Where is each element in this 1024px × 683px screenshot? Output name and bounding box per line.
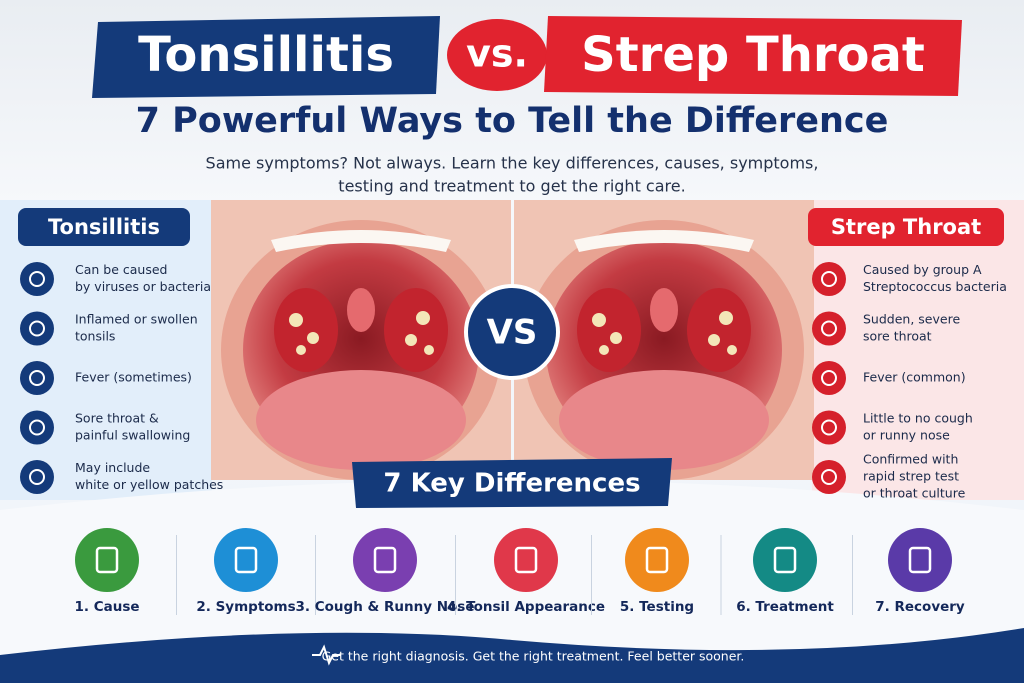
left-title-pill [18, 208, 190, 246]
right-title: Strep Throat [831, 215, 981, 239]
step-label: 7. Recovery [875, 599, 965, 615]
item-icon [812, 262, 846, 296]
title-right-box [544, 16, 962, 96]
item-glyph [821, 419, 837, 436]
item-text: painful swallowing [75, 428, 190, 443]
step-label: 4. Tonsil Appearance [447, 599, 605, 615]
item-text: Inflamed or swollen [75, 312, 198, 327]
title-vs: vs. [466, 32, 528, 76]
step-glyph [95, 546, 119, 574]
item-icon [20, 460, 54, 494]
step-label: 6. Treatment [736, 599, 834, 615]
item-glyph [29, 271, 45, 287]
dynamic-layer: Can be caused by viruses or bacteria Infla… [20, 262, 1007, 615]
item-glyph [29, 370, 45, 386]
step-icon [494, 528, 558, 592]
step-icon [625, 528, 689, 592]
step-glyph [773, 546, 797, 574]
vs-text: VS [487, 313, 538, 353]
item-text: tonsils [75, 329, 115, 344]
step-icon [888, 528, 952, 592]
title-vs-badge [447, 19, 547, 91]
title-left-box [92, 16, 440, 98]
item-text: or throat culture [863, 486, 966, 501]
left-title: Tonsillitis [48, 215, 160, 239]
item-icon [20, 361, 54, 395]
right-title-pill [808, 208, 1004, 246]
item-text: or runny nose [863, 428, 950, 443]
item-glyph [29, 320, 45, 337]
intro-line: Same symptoms? Not always. Learn the key… [206, 154, 819, 173]
step-glyph [234, 546, 258, 574]
item-text: by viruses or bacteria [75, 279, 211, 294]
item-text: Sudden, severe [863, 312, 960, 327]
item-text: Can be caused [75, 262, 167, 277]
vs-circle [464, 284, 560, 380]
item-glyph [29, 469, 45, 485]
step-icon [214, 528, 278, 592]
item-text: Streptococcus bacteria [863, 279, 1007, 294]
subtitle: 7 Powerful Ways to Tell the Difference [136, 101, 889, 141]
step-glyph [373, 546, 397, 574]
right-panel [812, 200, 1024, 500]
item-text: rapid strep test [863, 469, 959, 484]
step-label: 3. Cough & Runny Nose [296, 599, 475, 615]
item-text: sore throat [863, 329, 932, 344]
item-text: Confirmed with [863, 452, 958, 467]
item-text: Caused by group A [863, 262, 982, 277]
item-text: Fever (sometimes) [75, 370, 192, 385]
item-glyph [821, 469, 837, 485]
item-icon [20, 311, 54, 346]
step-label: 2. Symptoms [196, 599, 295, 615]
item-text: white or yellow patches [75, 477, 223, 492]
item-icon [20, 410, 54, 445]
footer-text: Get the right diagnosis. Get the right t… [322, 649, 745, 664]
item-text: Little to no cough [863, 411, 973, 426]
step-icon [75, 528, 139, 592]
item-icon [812, 410, 846, 445]
item-glyph [821, 320, 837, 337]
item-glyph [821, 271, 837, 287]
key-title: 7 Key Differences [383, 469, 640, 499]
item-text: Sore throat & [75, 411, 159, 426]
footer-band [0, 628, 1024, 683]
step-glyph [908, 546, 932, 574]
footer-icon [312, 644, 341, 666]
item-text: May include [75, 460, 150, 475]
step-glyph [645, 546, 669, 574]
key-title-banner [352, 458, 672, 508]
title-right: Strep Throat [581, 27, 925, 83]
step-icon [353, 528, 417, 592]
step-label: 5. Testing [620, 599, 694, 615]
item-glyph [29, 419, 45, 436]
item-icon [812, 460, 846, 494]
item-icon [812, 361, 846, 395]
title-left: Tonsillitis [138, 27, 394, 83]
item-icon [812, 311, 846, 346]
step-glyph [514, 546, 538, 574]
item-icon [20, 262, 54, 296]
intro-line: testing and treatment to get the right c… [338, 177, 685, 196]
step-label: 1. Cause [74, 599, 139, 615]
item-text: Fever (common) [863, 370, 966, 385]
step-icon [753, 528, 817, 592]
item-glyph [821, 370, 837, 386]
left-panel [0, 200, 212, 500]
